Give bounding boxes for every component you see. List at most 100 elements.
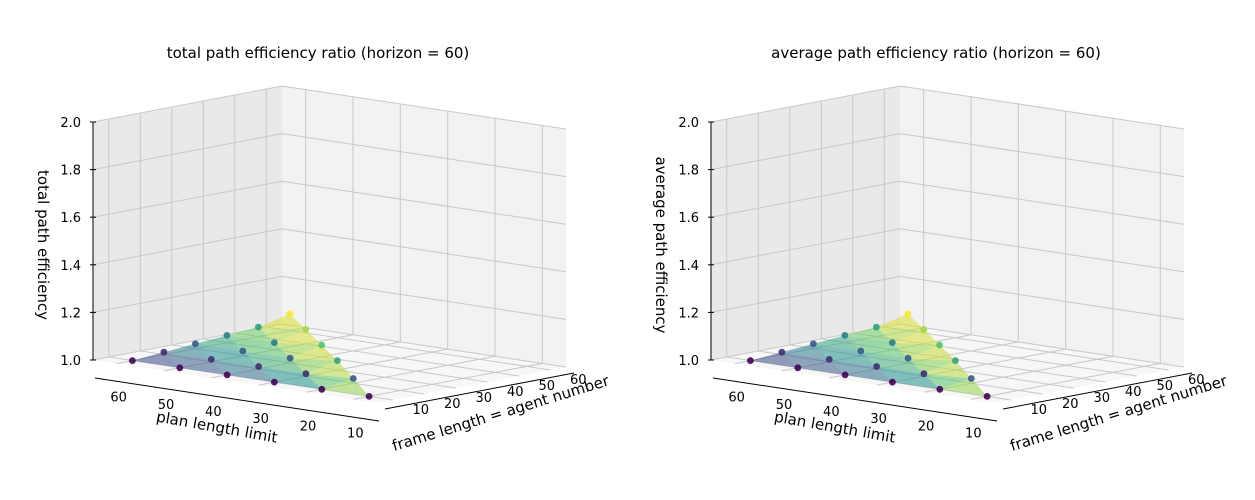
data-point	[302, 326, 310, 333]
surface-facet	[781, 352, 830, 368]
surface-facet	[195, 343, 243, 360]
z-tick-label: 1.8	[60, 164, 81, 179]
y-tick-label: 50	[776, 398, 793, 413]
gridline-z	[710, 85, 1185, 130]
data-point	[318, 341, 325, 349]
surface-facet	[132, 352, 180, 368]
surface-facet	[860, 351, 909, 367]
data-point	[920, 370, 928, 378]
y-tick-label: 20	[918, 419, 935, 434]
data-point	[841, 332, 849, 339]
x-tick-label: 30	[475, 391, 492, 406]
data-point	[778, 348, 786, 356]
y-tick-label: 10	[347, 426, 364, 441]
data-point	[223, 371, 231, 379]
surface-facet	[813, 335, 861, 351]
z-tick-label: 2.0	[678, 116, 699, 131]
gridline-z	[710, 133, 1185, 178]
z-tick-label: 1.2	[60, 306, 81, 321]
z-axis-label: average path efficiency	[652, 156, 670, 333]
surface-facet	[750, 352, 798, 368]
back-pane	[282, 86, 566, 367]
surface-facet	[876, 358, 924, 374]
surface-facet	[797, 359, 846, 375]
data-point	[952, 357, 959, 364]
data-point	[349, 375, 357, 382]
surface-facet	[242, 351, 291, 367]
surface-facet	[845, 366, 893, 383]
y-axis-line	[94, 377, 380, 422]
surface-facet	[274, 373, 322, 390]
surface-facet	[258, 327, 306, 343]
surface-facet	[892, 373, 940, 390]
surface-facet	[305, 360, 354, 379]
surface-facet	[258, 313, 306, 330]
gridline-z	[92, 180, 567, 225]
left-pane	[93, 86, 282, 360]
surface-facet	[226, 327, 275, 343]
z-tick-label: 1.0	[678, 354, 699, 369]
surface-facet	[908, 358, 956, 374]
surface-facet	[290, 358, 338, 374]
z-tick-label: 1.2	[678, 306, 699, 321]
data-point	[873, 323, 880, 331]
data-point	[270, 339, 278, 346]
data-point	[176, 364, 184, 372]
data-point	[936, 385, 944, 393]
back-pane	[900, 86, 1184, 367]
gridline-z	[92, 85, 567, 130]
data-point	[794, 364, 802, 372]
right-3d-chart: average path efficiency ratio (horizon =…	[652, 44, 1230, 455]
y-tick-label: 50	[158, 398, 175, 413]
data-point	[286, 310, 294, 318]
surface-facet	[876, 366, 924, 383]
surface-facet	[813, 343, 861, 360]
surface-facet	[242, 342, 291, 359]
data-point	[223, 332, 231, 339]
surface-facet	[860, 342, 909, 359]
y-axis-line	[712, 377, 998, 422]
y-tick-label: 30	[252, 412, 269, 427]
surface-facet	[321, 378, 370, 397]
data-point	[873, 363, 880, 370]
surface-facet	[939, 378, 988, 397]
chart-title: average path efficiency ratio (horizon =…	[771, 44, 1101, 62]
data-point	[302, 370, 310, 378]
data-point	[334, 357, 341, 364]
x-axis-line	[384, 372, 575, 410]
surface-facet	[892, 329, 940, 345]
surface-facet	[195, 335, 243, 351]
surface-facet	[923, 373, 972, 390]
data-point	[239, 347, 247, 355]
data-point	[810, 340, 817, 348]
z-axis-label: total path efficiency	[34, 170, 52, 320]
surface-facet	[844, 335, 893, 351]
data-point	[904, 310, 912, 318]
gridline-z	[92, 228, 567, 273]
surface-facet	[211, 359, 259, 375]
surface-facet	[179, 359, 228, 375]
data-point	[841, 371, 849, 379]
z-tick-label: 2.0	[60, 116, 81, 131]
y-tick-label: 60	[728, 391, 745, 406]
x-tick-label: 40	[1125, 385, 1142, 400]
x-tick-label: 30	[1093, 391, 1110, 406]
y-tick-label: 40	[823, 405, 840, 420]
y-tick-label: 40	[205, 405, 222, 420]
surface-facet	[923, 360, 972, 379]
gridline-z	[710, 180, 1185, 225]
left-pane	[711, 86, 900, 360]
data-point	[192, 340, 199, 348]
y-tick-label: 30	[870, 412, 887, 427]
x-tick-label: 60	[1188, 373, 1205, 388]
surface-facet	[274, 342, 322, 359]
gridline-z	[710, 275, 1185, 320]
data-point	[286, 354, 294, 362]
data-point	[271, 378, 278, 386]
surface-facet	[829, 351, 877, 367]
data-point	[936, 341, 943, 349]
x-axis-line	[1002, 372, 1193, 410]
surface-facet	[163, 343, 212, 360]
y-tick-label: 60	[110, 391, 127, 406]
